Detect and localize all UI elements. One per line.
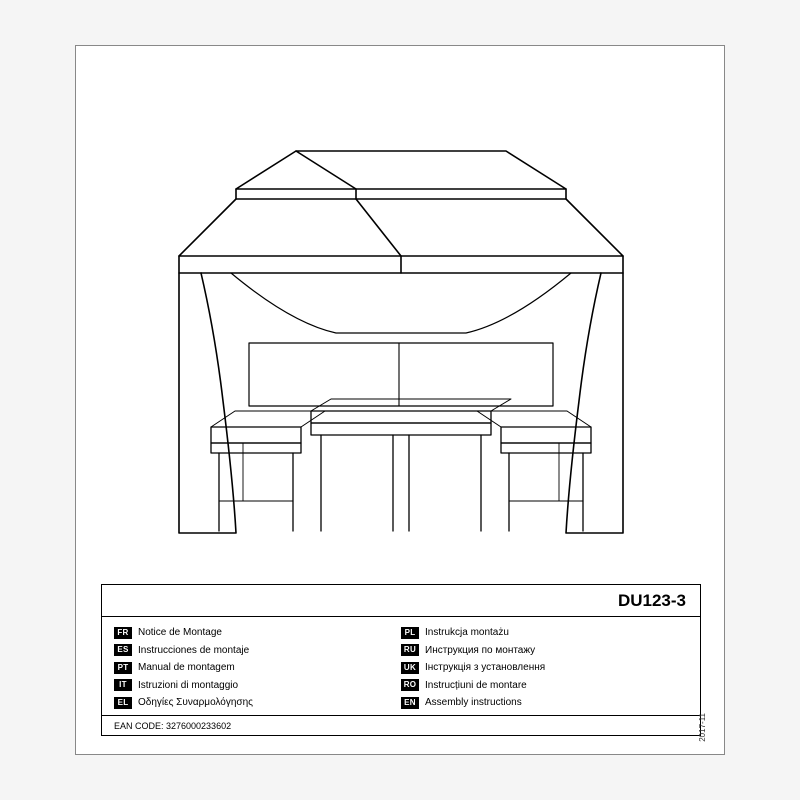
product-illustration (76, 46, 726, 566)
language-code-badge: IT (114, 679, 132, 691)
language-label: Οδηγίες Συναρμολόγησης (138, 697, 253, 708)
language-label: Manual de montagem (138, 662, 235, 673)
language-code-badge: RO (401, 679, 419, 691)
language-row: IT Istruzioni di montaggio (114, 677, 401, 694)
language-column-left: FR Notice de Montage ES Instrucciones de mo… (114, 624, 401, 711)
language-row: EL Οδηγίες Συναρμολόγησης (114, 694, 401, 711)
language-row: RU Инструкция по монтажу (401, 642, 688, 659)
language-row: FR Notice de Montage (114, 624, 401, 641)
manual-page: DU123-3 FR Notice de Montage ES Instruccion… (75, 45, 725, 755)
language-row: EN Assembly instructions (401, 694, 688, 711)
language-label: Instrukcja montażu (425, 627, 509, 638)
language-code-badge: FR (114, 627, 132, 639)
language-label: Istruzioni di montaggio (138, 680, 238, 691)
language-row: RO Instrucțiuni de montare (401, 677, 688, 694)
language-code-badge: PL (401, 627, 419, 639)
language-grid: FR Notice de Montage ES Instrucciones de mo… (102, 617, 700, 715)
language-label: Інструкція з установлення (425, 662, 545, 673)
language-row: PT Manual de montagem (114, 659, 401, 676)
model-number: DU123-3 (618, 591, 686, 610)
language-row: UK Інструкція з установлення (401, 659, 688, 676)
language-label: Notice de Montage (138, 627, 222, 638)
model-row: DU123-3 (102, 585, 700, 617)
language-label: Assembly instructions (425, 697, 522, 708)
language-code-badge: EL (114, 697, 132, 709)
language-code-badge: UK (401, 662, 419, 674)
ean-code: EAN CODE: 3276000233602 (114, 721, 231, 731)
date-stamp: 2017-11 (698, 713, 707, 742)
language-column-right: PL Instrukcja montażu RU Инструкция по монт… (401, 624, 688, 711)
ean-row: EAN CODE: 3276000233602 (102, 715, 700, 735)
language-row: PL Instrukcja montażu (401, 624, 688, 641)
gazebo-drawing (171, 101, 631, 551)
title-block: DU123-3 FR Notice de Montage ES Instruccion… (101, 584, 701, 736)
language-code-badge: ES (114, 644, 132, 656)
language-label: Инструкция по монтажу (425, 645, 535, 656)
language-label: Instrucciones de montaje (138, 645, 249, 656)
language-label: Instrucțiuni de montare (425, 680, 527, 691)
language-code-badge: EN (401, 697, 419, 709)
language-code-badge: RU (401, 644, 419, 656)
language-code-badge: PT (114, 662, 132, 674)
language-row: ES Instrucciones de montaje (114, 642, 401, 659)
